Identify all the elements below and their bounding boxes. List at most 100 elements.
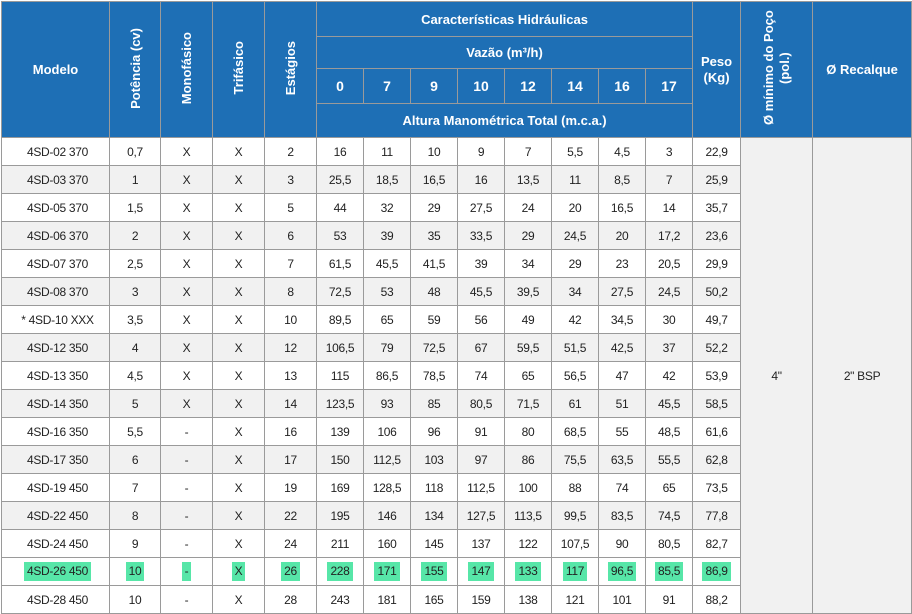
- cell-model: 4SD-02 370: [1, 137, 110, 166]
- cell-altura-0: 243: [316, 585, 364, 614]
- cell-altura-9: 145: [410, 529, 458, 558]
- cell-trifasico: X: [212, 221, 265, 250]
- cell-potencia: 0,7: [109, 137, 161, 166]
- cell-potencia: 10: [109, 557, 161, 586]
- cell-trifasico: X: [212, 333, 265, 362]
- cell-model: 4SD-22 450: [1, 501, 110, 530]
- cell-altura-17: 14: [644, 193, 694, 222]
- cell-altura-17: 17,2: [644, 221, 694, 250]
- table-body: 4SD-02 370 0,7 X X 2 16 11 10 9 7 5,5 4,5 3 22,9 4" 2" …: [1, 137, 912, 614]
- cell-peso: 23,6: [692, 221, 742, 250]
- cell-model: 4SD-19 450: [1, 473, 110, 502]
- cell-trifasico: X: [212, 389, 265, 418]
- cell-altura-10: 67: [457, 333, 505, 362]
- cell-monofasico: -: [160, 473, 213, 502]
- cell-peso: 73,5: [692, 473, 742, 502]
- cell-altura-17: 30: [644, 305, 694, 334]
- cell-monofasico: X: [160, 193, 213, 222]
- cell-potencia: 2: [109, 221, 161, 250]
- cell-potencia: 2,5: [109, 249, 161, 278]
- cell-peso: 86,9: [692, 557, 742, 586]
- cell-monofasico: -: [160, 557, 213, 586]
- cell-model: 4SD-06 370: [1, 221, 110, 250]
- header-recalque: Ø Recalque: [812, 1, 912, 138]
- cell-model: 4SD-12 350: [1, 333, 110, 362]
- cell-altura-7: 181: [363, 585, 411, 614]
- cell-recalque-merged: 2" BSP: [812, 137, 912, 614]
- cell-altura-12: 49: [504, 305, 552, 334]
- cell-trifasico: X: [212, 277, 265, 306]
- highlight-mark: 10: [125, 562, 145, 581]
- header-flow-5: 14: [551, 68, 599, 104]
- header-flow-0: 0: [316, 68, 364, 104]
- cell-altura-7: 112,5: [363, 445, 411, 474]
- cell-altura-16: 4,5: [598, 137, 646, 166]
- cell-monofasico: -: [160, 529, 213, 558]
- cell-trifasico: X: [212, 473, 265, 502]
- cell-altura-14: 99,5: [551, 501, 599, 530]
- cell-altura-7: 18,5: [363, 165, 411, 194]
- cell-monofasico: -: [160, 417, 213, 446]
- cell-altura-0: 89,5: [316, 305, 364, 334]
- cell-estagios: 22: [264, 501, 317, 530]
- cell-altura-7: 65: [363, 305, 411, 334]
- cell-altura-9: 103: [410, 445, 458, 474]
- cell-altura-10: 9: [457, 137, 505, 166]
- cell-altura-12: 65: [504, 361, 552, 390]
- cell-trifasico: X: [212, 501, 265, 530]
- cell-trifasico: X: [212, 305, 265, 334]
- cell-altura-17: 37: [644, 333, 694, 362]
- cell-potencia: 1: [109, 165, 161, 194]
- cell-altura-9: 48: [410, 277, 458, 306]
- cell-trifasico: X: [212, 165, 265, 194]
- cell-altura-12: 24: [504, 193, 552, 222]
- cell-altura-10: 137: [457, 529, 505, 558]
- cell-altura-16: 47: [598, 361, 646, 390]
- header-flow-2: 9: [410, 68, 458, 104]
- cell-altura-14: 88: [551, 473, 599, 502]
- cell-peso: 22,9: [692, 137, 742, 166]
- cell-altura-9: 85: [410, 389, 458, 418]
- cell-altura-7: 128,5: [363, 473, 411, 502]
- cell-altura-17: 74,5: [644, 501, 694, 530]
- cell-altura-12: 86: [504, 445, 552, 474]
- cell-altura-12: 122: [504, 529, 552, 558]
- header-caracteristicas: Características Hidráulicas: [315, 1, 694, 37]
- cell-altura-17: 80,5: [644, 529, 694, 558]
- cell-estagios: 19: [264, 473, 317, 502]
- cell-potencia: 9: [109, 529, 161, 558]
- cell-altura-7: 39: [363, 221, 411, 250]
- cell-altura-0: 195: [316, 501, 364, 530]
- cell-altura-0: 211: [316, 529, 364, 558]
- cell-potencia: 7: [109, 473, 161, 502]
- cell-altura-14: 34: [551, 277, 599, 306]
- cell-altura-14: 11: [551, 165, 599, 194]
- cell-monofasico: X: [160, 305, 213, 334]
- table-header: Modelo Potência (cv) Monofásico Trifásic…: [1, 1, 912, 138]
- cell-trifasico: X: [212, 137, 265, 166]
- header-monofasico: Monofásico: [160, 1, 213, 138]
- cell-altura-9: 72,5: [410, 333, 458, 362]
- cell-altura-16: 63,5: [598, 445, 646, 474]
- cell-altura-14: 20: [551, 193, 599, 222]
- cell-peso: 50,2: [692, 277, 742, 306]
- cell-estagios: 24: [264, 529, 317, 558]
- cell-trifasico: X: [212, 417, 265, 446]
- cell-trifasico: X: [212, 585, 265, 614]
- cell-peso: 88,2: [692, 585, 742, 614]
- cell-altura-7: 106: [363, 417, 411, 446]
- cell-monofasico: X: [160, 277, 213, 306]
- cell-estagios: 14: [264, 389, 317, 418]
- cell-model: 4SD-14 350: [1, 389, 110, 418]
- cell-peso: 82,7: [692, 529, 742, 558]
- cell-altura-16: 51: [598, 389, 646, 418]
- cell-altura-0: 228: [316, 557, 364, 586]
- cell-trifasico: X: [212, 193, 265, 222]
- cell-trifasico: X: [212, 557, 265, 586]
- table-row: 4SD-28 450 10- X 28 243 181 165 159 138 121 101 91 8…: [1, 585, 912, 614]
- highlight-mark: 85,5: [654, 562, 684, 581]
- cell-peso: 53,9: [692, 361, 742, 390]
- cell-estagios: 3: [264, 165, 317, 194]
- highlight-mark: 4SD-26 450: [23, 562, 92, 581]
- highlight-mark: 171: [374, 562, 400, 581]
